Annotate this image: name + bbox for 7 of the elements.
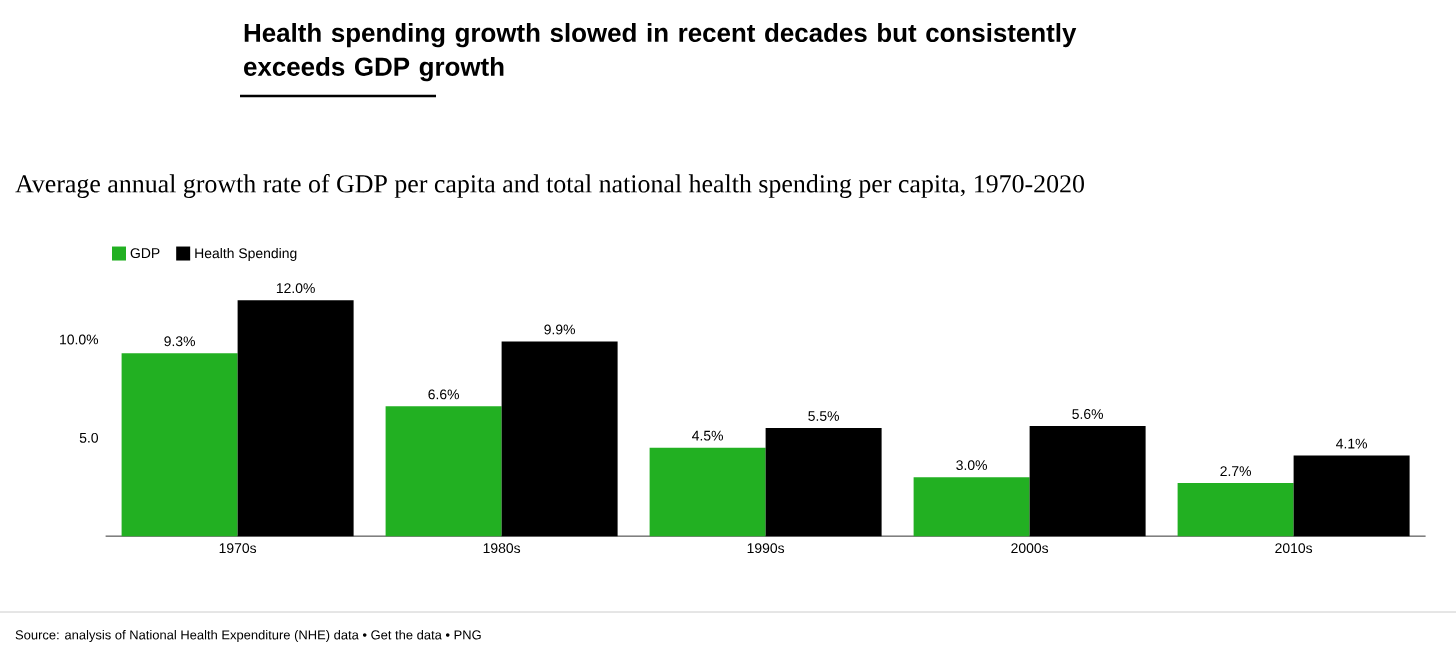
bar [649,447,766,537]
chart-subtitle: Average annual growth rate of GDP per capita and total national health spending per capita, 1970-2020 [15,174,1084,198]
chart-title: Health spending growth slowed in recent decades but consistently exceeds GDP growth [244,23,1077,82]
bar [385,406,502,537]
bar [121,353,238,537]
bar [1177,483,1294,537]
bar [913,477,1030,537]
